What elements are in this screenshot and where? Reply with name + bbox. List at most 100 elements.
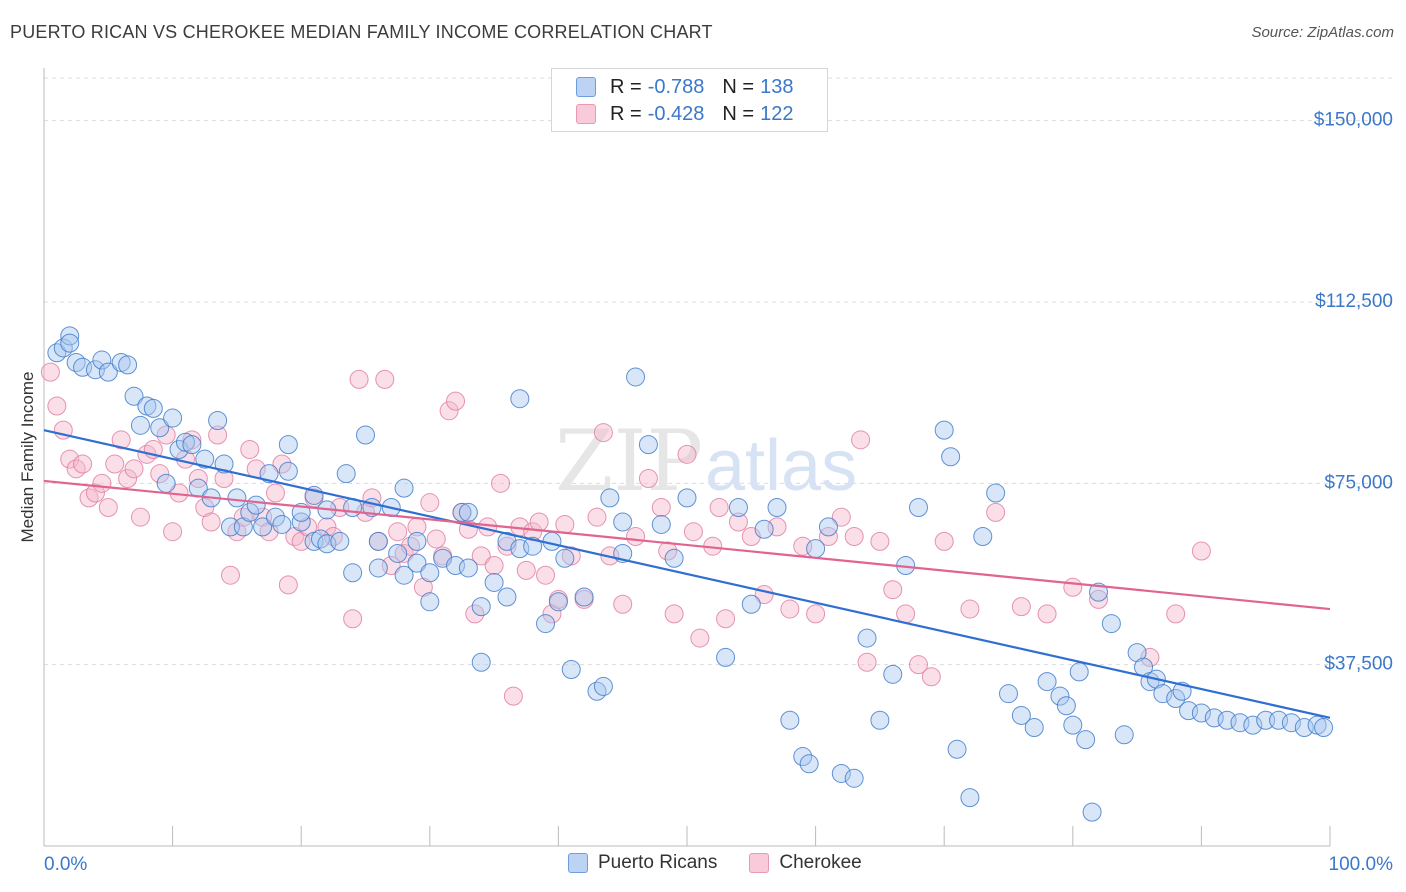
trend-line — [43, 429, 1331, 719]
puerto-rican-point — [272, 514, 292, 534]
puerto-rican-point — [98, 362, 118, 382]
puerto-rican-point — [555, 548, 575, 568]
puerto-rican-point — [227, 488, 247, 508]
cherokee-point — [690, 628, 710, 648]
puerto-rican-point — [420, 563, 440, 583]
puerto-rican-point — [310, 529, 330, 549]
puerto-rican-point — [471, 597, 491, 617]
cherokee-point — [1191, 541, 1211, 561]
puerto-rican-point — [664, 548, 684, 568]
puerto-rican-point — [728, 498, 748, 518]
cherokee-point — [150, 464, 170, 484]
puerto-rican-point — [1114, 725, 1134, 745]
cherokee-point — [780, 599, 800, 619]
cherokee-point — [375, 369, 395, 389]
series-legend-puerto-ricans: Puerto Ricans — [568, 852, 717, 874]
cherokee-point — [716, 609, 736, 629]
series-label: Cherokee — [779, 852, 862, 873]
puerto-rican-point — [246, 495, 266, 515]
puerto-rican-point — [471, 652, 491, 672]
puerto-rican-point — [195, 449, 215, 469]
puerto-rican-point — [986, 483, 1006, 503]
cherokee-point — [986, 502, 1006, 522]
cherokee-point — [677, 444, 697, 464]
puerto-rican-point — [1191, 703, 1211, 723]
y-tick-label: $37,500 — [1324, 654, 1393, 675]
puerto-rican-point — [587, 681, 607, 701]
cherokee-point — [1166, 604, 1186, 624]
cherokee-point — [542, 604, 562, 624]
cherokee-point — [908, 655, 928, 675]
trend-line — [43, 479, 1331, 611]
puerto-rican-point — [156, 473, 176, 493]
cherokee-point — [516, 560, 536, 580]
cherokee-point — [465, 604, 485, 624]
puerto-rican-point — [613, 512, 633, 532]
puerto-rican-point — [548, 592, 568, 612]
cherokee-point — [47, 396, 67, 416]
legend-r-label: R = — [610, 102, 642, 125]
cherokee-point — [420, 493, 440, 513]
cherokee-point — [98, 498, 118, 518]
cherokee-point — [844, 527, 864, 547]
cherokee-point — [857, 652, 877, 672]
puerto-rican-point — [240, 502, 260, 522]
cherokee-point — [1011, 597, 1031, 617]
cherokee-point — [593, 423, 613, 443]
puerto-rican-point — [1037, 672, 1057, 692]
puerto-rican-point — [510, 389, 530, 409]
puerto-rican-point — [780, 710, 800, 730]
axes — [43, 68, 1331, 847]
puerto-rican-point — [870, 710, 890, 730]
puerto-rican-point — [1082, 802, 1102, 822]
cherokee-point — [523, 522, 543, 542]
puerto-rican-point — [1056, 696, 1076, 716]
cherokee-point — [188, 469, 208, 489]
puerto-rican-point — [767, 498, 787, 518]
y-tick-label: $150,000 — [1314, 110, 1393, 131]
cherokee-point — [105, 454, 125, 474]
cherokee-point — [555, 514, 575, 534]
legend-row-cherokee: R = -0.428 N = 122 — [576, 102, 793, 126]
puerto-rican-point — [1281, 713, 1301, 733]
legend-n-value: 138 — [760, 75, 794, 98]
puerto-rican-point — [947, 739, 967, 759]
puerto-rican-point — [1011, 705, 1031, 725]
cherokee-point — [60, 449, 80, 469]
cherokee-point — [285, 527, 305, 547]
puerto-rican-point — [1089, 582, 1109, 602]
cherokee-point — [960, 599, 980, 619]
puerto-rican-point — [92, 350, 112, 370]
series-label: Puerto Ricans — [598, 852, 718, 873]
legend-row-puerto-ricans: R = -0.788 N = 138 — [576, 75, 793, 99]
series-legend-cherokee: Cherokee — [749, 852, 862, 874]
puerto-rican-point — [1153, 684, 1173, 704]
puerto-rican-point — [356, 425, 375, 445]
puerto-rican-point — [908, 498, 928, 518]
legend-n-value: 122 — [760, 102, 794, 125]
puerto-rican-point — [233, 517, 253, 537]
cherokee-point — [317, 517, 337, 537]
cherokee-point — [1063, 577, 1083, 597]
cherokee-point — [343, 609, 363, 629]
cherokee-point — [806, 604, 826, 624]
puerto-rican-point — [1050, 686, 1070, 706]
cherokee-point — [349, 369, 369, 389]
puerto-rican-point — [388, 543, 408, 563]
puerto-rican-point — [818, 517, 838, 537]
puerto-rican-point — [497, 587, 517, 607]
cherokee-point — [156, 425, 176, 445]
puerto-rican-point — [593, 676, 613, 696]
legend-swatch-pink — [576, 104, 596, 124]
puerto-rican-point — [741, 594, 761, 614]
puerto-rican-point — [278, 461, 298, 481]
cherokee-point — [883, 580, 903, 600]
cherokee-point — [446, 391, 466, 411]
cherokee-point — [66, 459, 86, 479]
puerto-rican-point — [941, 447, 961, 467]
y-tick-label: $75,000 — [1324, 472, 1393, 493]
puerto-rican-point — [960, 788, 980, 808]
cherokee-point — [683, 522, 703, 542]
puerto-rican-point — [47, 343, 67, 363]
